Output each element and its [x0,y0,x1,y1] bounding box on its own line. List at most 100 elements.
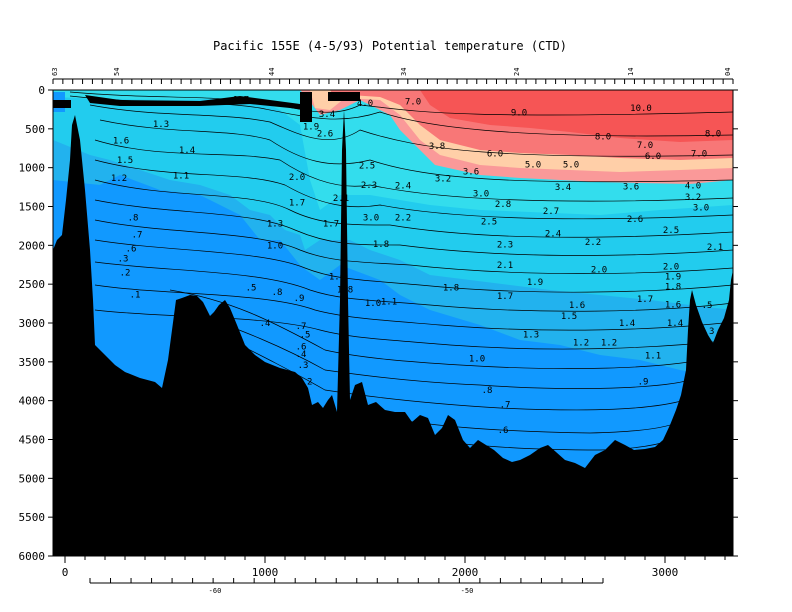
contour-label: 2.1 [707,243,723,253]
y-tick-label: 5500 [19,511,46,524]
y-tick-label: 4000 [19,395,46,408]
y-tick-label: 3500 [19,356,46,369]
bottom-axis-2: -60 -50 [89,578,604,595]
contour-label: 10.0 [630,104,652,114]
y-tick-label: 6000 [19,550,46,563]
contour-label: 3.4 [319,110,335,120]
y-tick-label: 2000 [19,239,46,252]
contour-label: 1.6 [665,300,681,310]
contour-label: 7.0 [637,141,653,151]
contour-label: 3.4 [555,183,571,193]
y-axis: 0 500 1000 1500 2000 2500 3000 3500 4000 4500 5000… [19,84,738,563]
left-edge-feature [53,92,360,122]
contour-label: .8 [272,288,283,298]
contour-label: .2 [676,428,687,438]
contour-label: .5 [300,331,311,341]
contour-label: 1.7 [233,95,249,105]
contour-labels: 10.09.08.0 8.07.07.07.06.0 6.05.0 5.04.04.0… [111,95,723,437]
contour-label: 2.2 [585,238,601,248]
contour-label: .1 [310,408,321,418]
top-axis: 63 54 44 34 24 14 04 [51,68,734,84]
contour-label: .9 [638,377,649,387]
contour-label: 1.3 [153,120,169,130]
top-tick-label: 04 [724,68,732,76]
contour-label: 1.1 [173,171,189,181]
contour-label: 1.2 [573,338,589,348]
contour-label: .6 [126,244,137,254]
contour-label: 2.5 [663,226,679,236]
contour-label: .8 [128,213,139,223]
contour-label: 5.0 [525,161,541,171]
contour-label: .2 [120,269,131,279]
bottom-axis2-label: -60 [209,587,222,595]
contour-label: 1.1 [381,297,397,307]
contour-label: 3.0 [473,189,489,199]
contour-label: .4 [260,319,271,329]
contour-label: 3.6 [463,168,479,178]
contour-label: 2.7 [543,207,559,217]
contour-label: 1.5 [561,312,577,322]
y-tick-label: 2500 [19,278,46,291]
contour-label: 2.6 [317,129,333,139]
contour-label: .7 [132,230,143,240]
contour-label: 2.0 [591,265,607,275]
band-gt-9 [420,90,733,142]
contour-label: 1.8 [665,282,681,292]
x-tick-label: 0 [62,566,69,579]
contour-label: .5 [702,301,713,311]
contour-label: 2.1 [333,194,349,204]
contour-label: 7.0 [405,98,421,108]
contour-label: .6 [498,426,509,436]
contour-label: 3.6 [623,182,639,192]
y-tick-label: 1000 [19,162,46,175]
contour-label: .7 [296,322,307,332]
y-tick-label: 500 [25,123,45,136]
contour-label: 1.3 [267,220,283,230]
contour-label: .9 [294,294,305,304]
contour-label: .7 [500,401,511,411]
contour-label: 9.0 [511,109,527,119]
x-axis: 0 1000 2000 3000 [62,556,726,579]
contour-label: 2.3 [361,181,377,191]
contour-label: 1.7 [497,292,513,302]
top-tick-label: 63 [51,68,59,76]
contour-label: 2.8 [495,200,511,210]
contour-label: .6 [296,342,307,352]
bottom-topography [53,110,733,556]
contour-label: 1.7 [637,295,653,305]
contour-label: 8.0 [595,133,611,143]
contour-label: 2.0 [289,173,305,183]
x-tick-label: 1000 [252,566,279,579]
contour-label: 1.8 [337,286,353,296]
contour-label: 2.3 [497,241,513,251]
contour-label: 1.4 [667,319,683,329]
y-tick-label: 4500 [19,434,46,447]
contour-label: .4 [296,350,307,360]
contour-label: .3 [704,327,715,337]
contour-label: 4.0 [685,182,701,192]
contour-label: 2.4 [395,182,411,192]
contour-label: 1.9 [527,278,543,288]
contour-label: .1 [130,290,141,300]
contour-label: 2.1 [497,261,513,271]
contour-label: 1.6 [329,272,345,282]
contour-label: 3.2 [685,193,701,203]
x-tick-label: 3000 [652,566,679,579]
contour-label: 1.7 [323,220,339,230]
y-tick-label: 0 [38,84,45,97]
y-tick-label: 1500 [19,201,46,214]
top-tick-label: 14 [627,68,635,76]
contour-label: .5 [246,283,257,293]
contour-label: 3.0 [363,213,379,223]
contour-label: 2.0 [663,262,679,272]
contour-label: 1.4 [179,146,195,156]
contour-label: 4.0 [357,99,373,109]
contour-label: 1.1 [645,352,661,362]
contour-label: .3 [298,361,309,371]
contour-label: 2.2 [395,213,411,223]
contour-label: 5.0 [563,161,579,171]
y-tick-label: 5000 [19,472,46,485]
contour-label: 1.7 [289,199,305,209]
contour-label: .2 [302,377,313,387]
contour-label: 7.0 [691,150,707,160]
